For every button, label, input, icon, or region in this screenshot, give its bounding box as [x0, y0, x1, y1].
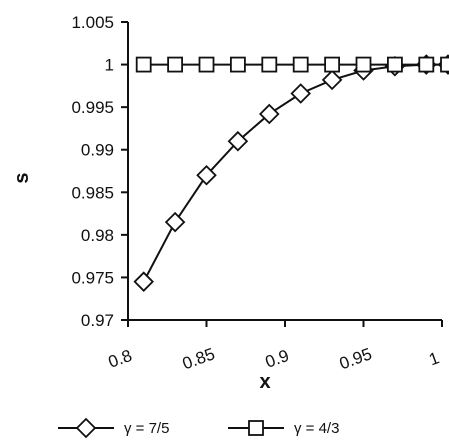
square-marker — [324, 56, 341, 73]
x-tick-label: 0.8 — [106, 346, 135, 372]
x-tick-label: 0.85 — [180, 344, 218, 373]
diamond-marker — [259, 103, 280, 125]
x-axis-label: x — [259, 371, 270, 393]
square-marker — [386, 56, 403, 73]
square-marker — [229, 56, 246, 73]
legend: γ = 7/5 γ = 4/3 — [58, 417, 339, 439]
square-marker — [440, 56, 449, 73]
diamond-marker — [321, 69, 343, 91]
series-square — [135, 56, 449, 73]
y-tick-label: 0.99 — [81, 141, 114, 160]
y-tick-label: 0.975 — [71, 268, 114, 287]
x-tick-label: 1 — [426, 348, 441, 369]
legend-item: γ = 7/5 — [58, 417, 169, 439]
y-tick-label: 0.98 — [81, 226, 114, 245]
diamond-marker — [196, 164, 217, 186]
series-layer — [133, 54, 449, 292]
square-marker — [167, 56, 184, 73]
legend-label: γ = 4/3 — [294, 420, 339, 437]
x-tick-label: 0.95 — [337, 344, 375, 373]
x-tick-label: 0.9 — [263, 346, 292, 372]
diamond-marker — [227, 130, 249, 152]
diamond-marker — [133, 271, 154, 292]
square-marker — [135, 56, 152, 73]
square-marker — [198, 56, 215, 73]
y-tick-label: 0.995 — [71, 98, 114, 117]
x-axis-ticks: 0.8 0.85 0.9 0.95 1 — [106, 320, 443, 373]
square-marker — [292, 56, 309, 73]
square-marker — [261, 56, 278, 73]
y-tick-label: 0.985 — [71, 183, 114, 202]
y-tick-label: 0.97 — [81, 311, 114, 330]
y-axis-label: s — [11, 172, 33, 183]
diamond-marker — [290, 83, 311, 104]
legend-square-marker — [248, 420, 264, 436]
y-axis-ticks: 0.97 0.975 0.98 0.985 0.99 0.995 1 1.005 — [71, 13, 128, 330]
series-diamond — [133, 54, 449, 292]
legend-diamond-marker — [75, 417, 97, 439]
y-tick-label: 1.005 — [71, 13, 114, 32]
legend-label: γ = 7/5 — [124, 420, 169, 437]
diamond-marker — [164, 211, 186, 233]
legend-item: γ = 4/3 — [228, 420, 339, 437]
square-marker — [418, 56, 435, 73]
square-marker — [355, 56, 372, 73]
y-tick-label: 1 — [105, 56, 114, 75]
